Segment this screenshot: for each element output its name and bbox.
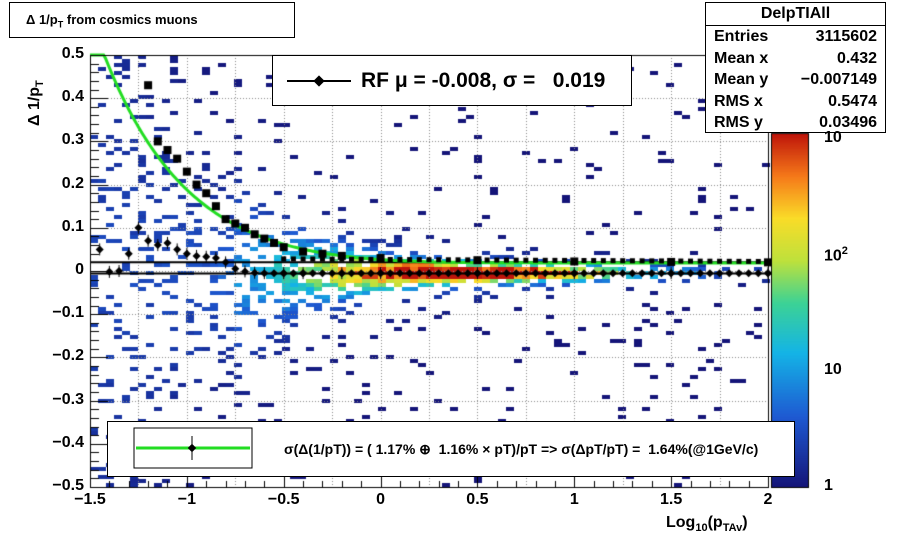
stats-row: Entries 3115602 — [714, 28, 877, 45]
y-tick-label: −0.3 — [52, 390, 84, 408]
legend-mean: RF μ = -0.008, σ = 0.019 — [272, 55, 632, 106]
stats-row: RMS y 0.03496 — [714, 114, 877, 132]
stats-box: DelpTIAll Entries 3115602 Mean x 0.432 Mea… — [705, 2, 886, 133]
stats-row: RMS x 0.5474 — [714, 92, 877, 110]
x-tick-label: 2 — [763, 491, 773, 508]
y-tick-label: 0.1 — [61, 217, 84, 235]
colorbar-label: 10 — [824, 360, 842, 378]
stats-row: Mean x 0.432 — [714, 49, 877, 67]
x-tick-label: 0.5 — [466, 491, 489, 508]
y-tick-label: −0.2 — [52, 347, 84, 365]
x-tick-label: −0.5 — [267, 491, 300, 508]
x-tick-label: −1.5 — [74, 491, 106, 508]
y-tick-label: 0.4 — [61, 88, 84, 106]
colorbar-label: 1 — [824, 477, 833, 494]
legend-sigma-text: σ(Δ(1/pT)) = ( 1.17% ⊕ 1.16% × pT)/pT =>… — [284, 441, 759, 457]
chart-title: Δ 1/pT from cosmics muons — [26, 12, 198, 30]
y-tick-label: 0.5 — [61, 45, 84, 62]
y-tick-label: −0.5 — [52, 477, 84, 494]
x-tick-label: −1 — [177, 491, 196, 508]
y-tick-label: 0.2 — [61, 174, 84, 192]
legend-mean-text: RF μ = -0.008, σ = 0.019 — [361, 69, 606, 92]
x-tick-label: 1.5 — [660, 491, 683, 508]
legend-fit-icon — [133, 427, 253, 469]
y-tick-label: 0 — [75, 261, 84, 278]
legend-sigma: σ(Δ(1/pT)) = ( 1.17% ⊕ 1.16% × pT)/pT =>… — [107, 421, 795, 477]
y-axis-title: Δ 1/pT — [26, 80, 47, 126]
x-tick-label: 1 — [569, 491, 579, 508]
y-tick-label: −0.1 — [52, 304, 84, 322]
colorbar-label: 10 — [824, 128, 842, 146]
x-tick-label: 0 — [376, 491, 386, 508]
stats-title: DelpTIAll — [706, 3, 885, 26]
y-tick-label: −0.4 — [52, 433, 84, 451]
y-tick-label: 0.3 — [61, 131, 84, 149]
title-box: Δ 1/pT from cosmics muons — [9, 2, 295, 38]
x-axis-title: Log10(pTAv) — [666, 514, 748, 535]
colorbar-label: 102 — [824, 244, 848, 265]
legend-marker-icon — [287, 75, 351, 87]
stats-row: Mean y −0.007149 — [714, 71, 877, 89]
